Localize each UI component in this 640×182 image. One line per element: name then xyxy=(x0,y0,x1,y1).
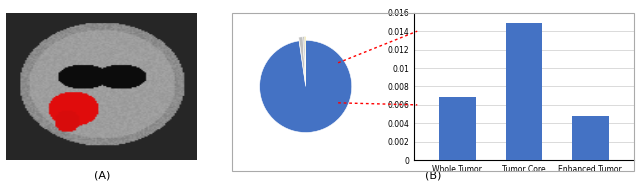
Text: (A): (A) xyxy=(93,171,110,181)
Text: (B): (B) xyxy=(424,170,441,180)
Bar xyxy=(572,116,609,160)
Bar xyxy=(439,97,476,160)
Wedge shape xyxy=(299,37,305,83)
Wedge shape xyxy=(303,37,305,83)
Wedge shape xyxy=(305,37,306,83)
Bar xyxy=(506,23,542,160)
Wedge shape xyxy=(260,40,352,132)
